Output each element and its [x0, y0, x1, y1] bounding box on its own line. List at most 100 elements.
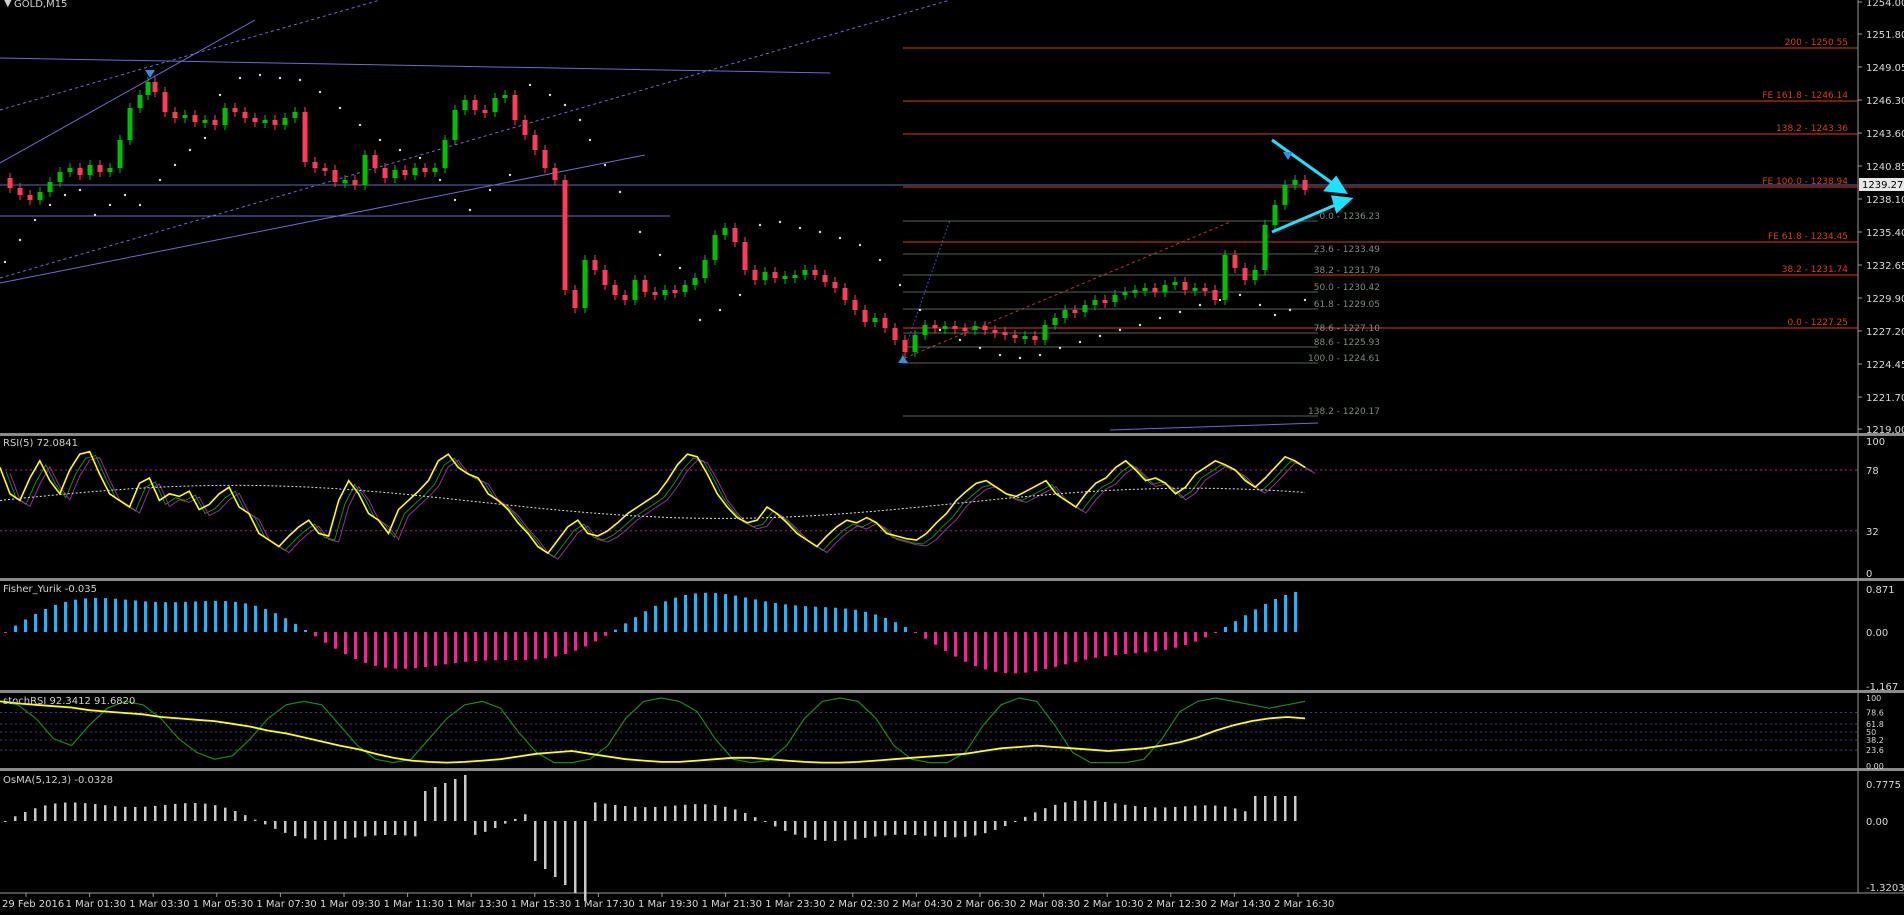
candle-body[interactable] [1112, 295, 1118, 302]
candle-body[interactable] [1292, 180, 1298, 185]
candle-body[interactable] [352, 180, 358, 185]
candle-body[interactable] [107, 168, 113, 172]
candle-body[interactable] [1252, 270, 1258, 280]
candle-body[interactable] [1272, 205, 1278, 225]
candle-body[interactable] [77, 168, 83, 175]
trendline-upper[interactable] [0, 57, 831, 74]
candle-body[interactable] [1182, 282, 1188, 290]
candle-body[interactable] [1192, 288, 1198, 291]
candle-body[interactable] [1002, 332, 1008, 335]
candle-body[interactable] [1162, 285, 1168, 292]
candle-body[interactable] [682, 285, 688, 292]
candle-body[interactable] [332, 170, 338, 182]
panel-separator[interactable] [0, 578, 1904, 581]
candle-body[interactable] [1102, 300, 1108, 303]
candle-body[interactable] [732, 228, 738, 242]
candle-body[interactable] [612, 285, 618, 295]
candle-body[interactable] [67, 168, 73, 172]
candle-body[interactable] [1202, 288, 1208, 291]
stoch-k-line[interactable] [0, 697, 1306, 764]
candle-body[interactable] [1142, 288, 1148, 291]
candle-body[interactable] [452, 110, 458, 140]
candle-body[interactable] [812, 270, 818, 275]
rsi-panel[interactable]: 100 78 32 0 [0, 437, 1885, 580]
candle-body[interactable] [1082, 305, 1088, 312]
candle-body[interactable] [57, 172, 63, 182]
candle-body[interactable] [1232, 255, 1238, 268]
candle-body[interactable] [302, 112, 308, 162]
panel-separator[interactable] [0, 690, 1904, 693]
candle-body[interactable] [672, 290, 678, 293]
candle-body[interactable] [852, 300, 858, 310]
candle-body[interactable] [212, 120, 218, 125]
trendline-lower[interactable] [0, 154, 646, 284]
candle-body[interactable] [252, 118, 258, 122]
candle-body[interactable] [392, 170, 398, 178]
candle-body[interactable] [862, 310, 868, 322]
candle-body[interactable] [712, 235, 718, 260]
candle-body[interactable] [512, 95, 518, 120]
candle-body[interactable] [422, 168, 428, 172]
candle-body[interactable] [502, 95, 508, 98]
candle-body[interactable] [322, 168, 328, 171]
candle-body[interactable] [562, 180, 568, 290]
candle-body[interactable] [702, 260, 708, 278]
candle-body[interactable] [982, 326, 988, 330]
candle-body[interactable] [992, 330, 998, 333]
price-axis[interactable]: 1254.00 1251.80 1249.05 1246.30 1243.60 1240.… [1858, 0, 1904, 436]
candle-body[interactable] [592, 260, 598, 270]
candle-body[interactable] [1302, 180, 1308, 190]
candle-body[interactable] [17, 188, 23, 195]
candle-body[interactable] [152, 82, 158, 92]
candle-body[interactable] [262, 120, 268, 123]
candle-body[interactable] [222, 108, 228, 125]
candle-body[interactable] [972, 326, 978, 330]
candle-body[interactable] [1052, 318, 1058, 325]
candle-body[interactable] [432, 168, 438, 172]
trendline-left-steep[interactable] [0, 19, 256, 164]
candle-body[interactable] [662, 290, 668, 295]
candle-body[interactable] [912, 335, 918, 352]
time-axis[interactable]: 29 Feb 2016 1 Mar 01:30 1 Mar 03:30 1 Mar 0… [2, 893, 1334, 910]
candle-body[interactable] [892, 328, 898, 340]
candle-body[interactable] [1022, 336, 1028, 339]
candle-body[interactable] [642, 280, 648, 292]
fib-retracement-levels[interactable]: 0.0 - 1236.23 23.6 - 1233.49 38.2 - 1231.7… [903, 212, 1380, 417]
candle-body[interactable] [952, 326, 958, 329]
candle-body[interactable] [27, 195, 33, 200]
candle-body[interactable] [842, 288, 848, 300]
candle-body[interactable] [182, 115, 188, 118]
candle-body[interactable] [312, 162, 318, 168]
candle-body[interactable] [932, 325, 938, 328]
candle-body[interactable] [1242, 268, 1248, 280]
candle-body[interactable] [532, 135, 538, 150]
candle-body[interactable] [37, 192, 43, 200]
candle-body[interactable] [1172, 282, 1178, 285]
candle-body[interactable] [742, 242, 748, 270]
cyan-arrow-annotation[interactable] [1271, 138, 1354, 234]
candle-body[interactable] [622, 295, 628, 300]
trend-lines[interactable] [0, 0, 1858, 431]
candle-body[interactable] [752, 270, 758, 280]
candle-body[interactable] [832, 282, 838, 288]
candle-body[interactable] [1262, 225, 1268, 270]
candle-body[interactable] [1062, 310, 1068, 318]
candle-body[interactable] [7, 178, 13, 188]
candle-body[interactable] [1132, 290, 1138, 293]
channel-line-upper[interactable] [0, 0, 381, 111]
candle-body[interactable] [162, 92, 168, 112]
candle-body[interactable] [482, 110, 488, 113]
candle-body[interactable] [902, 340, 908, 352]
candle-body[interactable] [652, 292, 658, 295]
candle-body[interactable] [822, 275, 828, 282]
candle-body[interactable] [962, 328, 968, 331]
zigzag-line[interactable] [899, 219, 951, 364]
candle-body[interactable] [472, 100, 478, 110]
candle-body[interactable] [382, 168, 388, 178]
candle-body[interactable] [1012, 335, 1018, 338]
panel-separator[interactable] [0, 433, 1904, 436]
candle-body[interactable] [1212, 290, 1218, 300]
candle-body[interactable] [802, 270, 808, 275]
stoch-d-line[interactable] [0, 700, 1306, 764]
